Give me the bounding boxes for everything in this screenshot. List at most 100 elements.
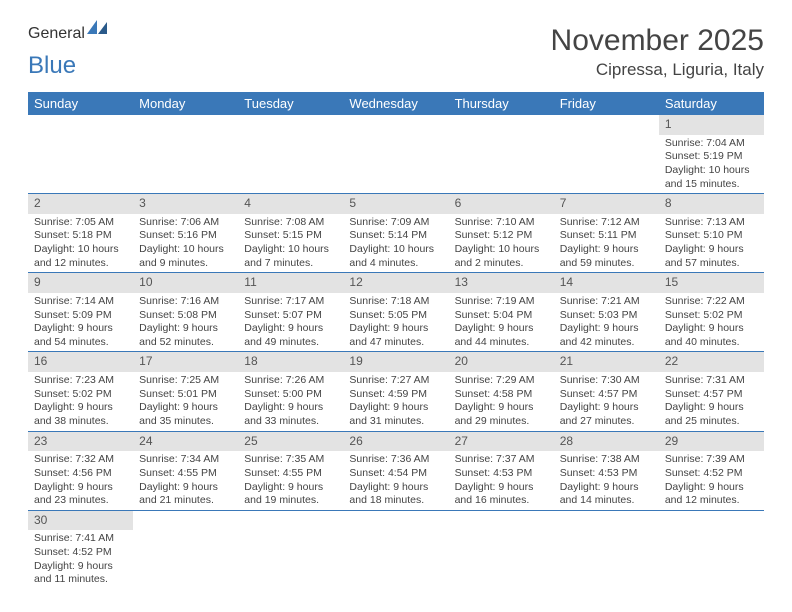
day-number: 21 [554, 352, 659, 372]
day-body: Sunrise: 7:25 AMSunset: 5:01 PMDaylight:… [133, 372, 238, 431]
day-body: Sunrise: 7:13 AMSunset: 5:10 PMDaylight:… [659, 214, 764, 273]
calendar-table: Sunday Monday Tuesday Wednesday Thursday… [28, 92, 764, 589]
sunset-text: Sunset: 4:57 PM [665, 388, 758, 402]
day-body: Sunrise: 7:17 AMSunset: 5:07 PMDaylight:… [238, 293, 343, 352]
daylight-text: Daylight: 9 hours and 31 minutes. [349, 401, 442, 428]
week-row: 1Sunrise: 7:04 AMSunset: 5:19 PMDaylight… [28, 115, 764, 194]
sunrise-text: Sunrise: 7:04 AM [665, 137, 758, 151]
sunset-text: Sunset: 5:11 PM [560, 229, 653, 243]
sunrise-text: Sunrise: 7:35 AM [244, 453, 337, 467]
day-body: Sunrise: 7:10 AMSunset: 5:12 PMDaylight:… [449, 214, 554, 273]
sunrise-text: Sunrise: 7:34 AM [139, 453, 232, 467]
sunset-text: Sunset: 5:02 PM [34, 388, 127, 402]
sunrise-text: Sunrise: 7:29 AM [455, 374, 548, 388]
col-saturday: Saturday [659, 92, 764, 115]
daylight-text: Daylight: 9 hours and 49 minutes. [244, 322, 337, 349]
day-body: Sunrise: 7:31 AMSunset: 4:57 PMDaylight:… [659, 372, 764, 431]
day-number [238, 511, 343, 515]
day-number [133, 511, 238, 515]
sunset-text: Sunset: 4:54 PM [349, 467, 442, 481]
day-cell: 26Sunrise: 7:36 AMSunset: 4:54 PMDayligh… [343, 431, 448, 510]
sunrise-text: Sunrise: 7:16 AM [139, 295, 232, 309]
sunset-text: Sunset: 4:52 PM [665, 467, 758, 481]
sunset-text: Sunset: 4:58 PM [455, 388, 548, 402]
daylight-text: Daylight: 9 hours and 38 minutes. [34, 401, 127, 428]
week-row: 2Sunrise: 7:05 AMSunset: 5:18 PMDaylight… [28, 194, 764, 273]
day-cell [133, 115, 238, 194]
day-cell: 2Sunrise: 7:05 AMSunset: 5:18 PMDaylight… [28, 194, 133, 273]
day-cell: 6Sunrise: 7:10 AMSunset: 5:12 PMDaylight… [449, 194, 554, 273]
sunrise-text: Sunrise: 7:22 AM [665, 295, 758, 309]
day-cell: 17Sunrise: 7:25 AMSunset: 5:01 PMDayligh… [133, 352, 238, 431]
day-body: Sunrise: 7:34 AMSunset: 4:55 PMDaylight:… [133, 451, 238, 510]
sunrise-text: Sunrise: 7:26 AM [244, 374, 337, 388]
day-cell: 23Sunrise: 7:32 AMSunset: 4:56 PMDayligh… [28, 431, 133, 510]
day-number [659, 511, 764, 515]
sunrise-text: Sunrise: 7:27 AM [349, 374, 442, 388]
day-cell: 19Sunrise: 7:27 AMSunset: 4:59 PMDayligh… [343, 352, 448, 431]
day-body: Sunrise: 7:35 AMSunset: 4:55 PMDaylight:… [238, 451, 343, 510]
sunrise-text: Sunrise: 7:06 AM [139, 216, 232, 230]
day-cell: 7Sunrise: 7:12 AMSunset: 5:11 PMDaylight… [554, 194, 659, 273]
daylight-text: Daylight: 9 hours and 23 minutes. [34, 481, 127, 508]
day-cell [659, 510, 764, 589]
location: Cipressa, Liguria, Italy [551, 60, 764, 80]
day-body: Sunrise: 7:39 AMSunset: 4:52 PMDaylight:… [659, 451, 764, 510]
day-number: 6 [449, 194, 554, 214]
sunset-text: Sunset: 5:19 PM [665, 150, 758, 164]
daylight-text: Daylight: 10 hours and 12 minutes. [34, 243, 127, 270]
day-number [449, 511, 554, 515]
day-cell: 5Sunrise: 7:09 AMSunset: 5:14 PMDaylight… [343, 194, 448, 273]
day-cell [238, 510, 343, 589]
day-number: 11 [238, 273, 343, 293]
sunrise-text: Sunrise: 7:23 AM [34, 374, 127, 388]
day-number: 20 [449, 352, 554, 372]
daylight-text: Daylight: 9 hours and 54 minutes. [34, 322, 127, 349]
daylight-text: Daylight: 9 hours and 11 minutes. [34, 560, 127, 587]
day-number: 26 [343, 432, 448, 452]
day-number: 4 [238, 194, 343, 214]
day-number: 1 [659, 115, 764, 135]
daylight-text: Daylight: 9 hours and 27 minutes. [560, 401, 653, 428]
day-number: 15 [659, 273, 764, 293]
daylight-text: Daylight: 10 hours and 2 minutes. [455, 243, 548, 270]
day-cell: 4Sunrise: 7:08 AMSunset: 5:15 PMDaylight… [238, 194, 343, 273]
sunrise-text: Sunrise: 7:18 AM [349, 295, 442, 309]
sunset-text: Sunset: 5:10 PM [665, 229, 758, 243]
sunset-text: Sunset: 4:55 PM [244, 467, 337, 481]
day-cell [28, 115, 133, 194]
sunset-text: Sunset: 5:07 PM [244, 309, 337, 323]
header: General November 2025 Cipressa, Liguria,… [28, 24, 764, 80]
sunset-text: Sunset: 4:52 PM [34, 546, 127, 560]
day-body: Sunrise: 7:30 AMSunset: 4:57 PMDaylight:… [554, 372, 659, 431]
day-cell: 13Sunrise: 7:19 AMSunset: 5:04 PMDayligh… [449, 273, 554, 352]
day-number: 28 [554, 432, 659, 452]
day-number: 14 [554, 273, 659, 293]
day-number [554, 115, 659, 119]
day-cell [449, 115, 554, 194]
sunrise-text: Sunrise: 7:38 AM [560, 453, 653, 467]
day-number: 9 [28, 273, 133, 293]
day-number [343, 115, 448, 119]
day-number: 22 [659, 352, 764, 372]
sunrise-text: Sunrise: 7:30 AM [560, 374, 653, 388]
sunset-text: Sunset: 5:00 PM [244, 388, 337, 402]
sunrise-text: Sunrise: 7:13 AM [665, 216, 758, 230]
col-wednesday: Wednesday [343, 92, 448, 115]
day-cell [343, 510, 448, 589]
sunset-text: Sunset: 5:01 PM [139, 388, 232, 402]
day-cell: 3Sunrise: 7:06 AMSunset: 5:16 PMDaylight… [133, 194, 238, 273]
sunset-text: Sunset: 4:56 PM [34, 467, 127, 481]
sunset-text: Sunset: 5:16 PM [139, 229, 232, 243]
day-body: Sunrise: 7:29 AMSunset: 4:58 PMDaylight:… [449, 372, 554, 431]
day-cell: 25Sunrise: 7:35 AMSunset: 4:55 PMDayligh… [238, 431, 343, 510]
week-row: 30Sunrise: 7:41 AMSunset: 4:52 PMDayligh… [28, 510, 764, 589]
sunset-text: Sunset: 5:12 PM [455, 229, 548, 243]
day-cell: 28Sunrise: 7:38 AMSunset: 4:53 PMDayligh… [554, 431, 659, 510]
sunrise-text: Sunrise: 7:12 AM [560, 216, 653, 230]
sunset-text: Sunset: 5:14 PM [349, 229, 442, 243]
day-body: Sunrise: 7:06 AMSunset: 5:16 PMDaylight:… [133, 214, 238, 273]
daylight-text: Daylight: 9 hours and 21 minutes. [139, 481, 232, 508]
day-body: Sunrise: 7:27 AMSunset: 4:59 PMDaylight:… [343, 372, 448, 431]
day-number [238, 115, 343, 119]
